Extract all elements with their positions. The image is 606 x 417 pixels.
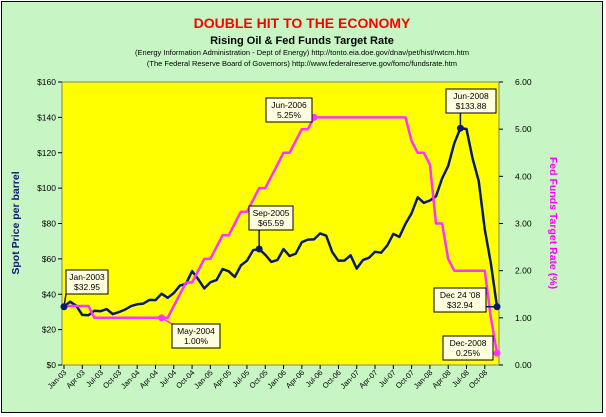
- x-tick-label: Apr-03: [64, 368, 86, 390]
- y2-tick-label: 4.00: [515, 171, 532, 181]
- y2-tick-label: 0.00: [515, 360, 532, 370]
- x-tick-label: Jan-05: [192, 368, 215, 391]
- y-tick-label: $20: [42, 325, 56, 335]
- y-tick-label: $140: [37, 112, 56, 122]
- y-axis-left: $0 $20 $40 $60 $80 $100 $120 $140 $160: [37, 77, 62, 370]
- fed-funds-rate-line: [64, 116, 499, 354]
- y2-tick-label: 5.00: [515, 124, 532, 134]
- x-tick-label: Jan-03: [46, 368, 69, 391]
- y-tick-label: $100: [37, 183, 56, 193]
- oil-price-line: [63, 126, 499, 317]
- y-tick-label: $0: [47, 360, 57, 370]
- callout-value: 1.00%: [184, 336, 209, 346]
- y2-tick-label: 1.00: [515, 313, 532, 323]
- callout-box: [433, 287, 487, 313]
- x-tick-label: Apr-06: [284, 368, 306, 390]
- callout-date: Dec 24 '08: [440, 290, 481, 300]
- x-tick-label: Jan-07: [339, 368, 362, 391]
- callout-value: $32.94: [447, 300, 473, 310]
- x-axis: Jan-03Apr-03Jul-03Oct-03Jan-04Apr-04Jul-…: [46, 365, 489, 391]
- callout-marker: [493, 349, 501, 357]
- x-tick-label: Jan-06: [265, 368, 288, 391]
- x-tick-label: Jan-08: [412, 368, 435, 391]
- y-tick-label: $160: [37, 77, 56, 87]
- x-tick-label: Oct-03: [101, 368, 123, 390]
- y-axis-right: 0.00 1.00 2.00 3.00 4.00 5.00 6.00: [499, 77, 532, 370]
- y-tick-label: $120: [37, 148, 56, 158]
- y-tick-label: $80: [42, 219, 56, 229]
- callout-box: [65, 269, 109, 295]
- callout-box: [171, 323, 221, 349]
- callout-marker: [255, 245, 263, 253]
- callout-box: [265, 97, 313, 123]
- series-layer: [63, 116, 499, 354]
- x-tick-label: Oct-07: [394, 368, 416, 390]
- callout-value: $133.88: [456, 101, 487, 111]
- x-tick-label: Apr-07: [357, 368, 379, 390]
- callout-date: Dec-2008: [450, 338, 487, 348]
- chart-subtitle: Rising Oil & Fed Funds Target Rate: [210, 35, 394, 47]
- chart-svg: DOUBLE HIT TO THE ECONOMY Rising Oil & F…: [10, 15, 559, 391]
- x-tick-label: Oct-06: [321, 368, 343, 390]
- y2-axis-label: Fed Funds Target Rate (%): [547, 157, 559, 289]
- callout-value: $65.59: [258, 218, 284, 228]
- callout-date: Jun-2006: [271, 100, 307, 110]
- callout-date: Jun-2008: [453, 91, 489, 101]
- callout-box: [248, 205, 294, 231]
- callout-box: [445, 88, 497, 114]
- x-tick-label: Oct-04: [174, 368, 196, 390]
- x-tick-label: Oct-08: [467, 368, 489, 390]
- callout-date: Sep-2005: [253, 208, 290, 218]
- source-fed: (The Federal Reserve Board of Governors)…: [147, 59, 457, 68]
- y-tick-label: $60: [42, 254, 56, 264]
- y-axis-label: Spot Price per barrel: [10, 171, 22, 274]
- y-tick-label: $40: [42, 289, 56, 299]
- callout-value: 5.25%: [277, 110, 302, 120]
- x-tick-label: Apr-05: [211, 368, 233, 390]
- chart-title: DOUBLE HIT TO THE ECONOMY: [194, 15, 411, 31]
- callout-value: $32.95: [74, 282, 100, 292]
- callout-marker: [60, 303, 68, 311]
- source-eia: (Energy Information Administration - Dep…: [135, 48, 469, 57]
- y2-tick-label: 3.00: [515, 219, 532, 229]
- callouts: Jan-2003$32.95 Sep-2005$65.59 Jun-2008$133…: [60, 88, 501, 361]
- callout-value: 0.25%: [456, 348, 481, 358]
- y2-tick-label: 6.00: [515, 77, 532, 87]
- x-tick-label: Apr-04: [138, 368, 160, 390]
- callout-date: Jan-2003: [69, 272, 105, 282]
- x-tick-label: Oct-05: [247, 368, 269, 390]
- x-tick-label: Jan-04: [119, 368, 142, 391]
- callout-box: [442, 335, 494, 361]
- callout-marker: [456, 124, 464, 132]
- callout-marker: [158, 314, 166, 322]
- x-tick-label: Apr-08: [430, 368, 452, 390]
- callout-date: May-2004: [177, 326, 215, 336]
- callout-marker: [493, 303, 501, 311]
- y2-tick-label: 2.00: [515, 266, 532, 276]
